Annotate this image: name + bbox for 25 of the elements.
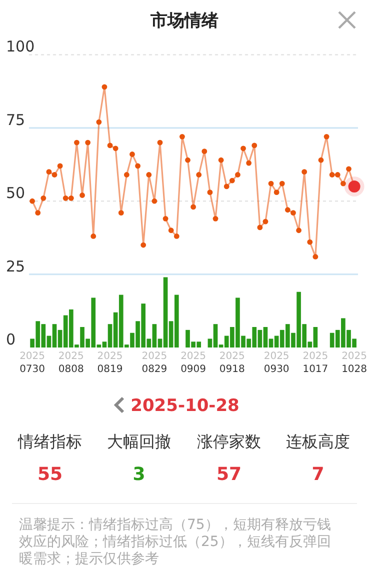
y-tick-label: 50 — [6, 184, 26, 202]
data-label: 55 — [36, 464, 64, 485]
data-label: 7 — [310, 464, 326, 485]
chart-title: 市场情绪 — [150, 11, 218, 31]
x-tick-label: 2025 0730 — [20, 351, 46, 375]
x-tick-label: 2025 0808 — [58, 351, 84, 375]
category-label: 涨停家数 — [196, 432, 262, 453]
y-tick-label: 75 — [6, 110, 26, 129]
x-tick-label: 2025 0930 — [264, 351, 290, 375]
text: 2025-10-28 — [130, 396, 240, 416]
y-tick-label: 100 — [6, 38, 35, 56]
y-tick-label: 0 — [6, 330, 16, 348]
y-tick-label: 25 — [6, 257, 26, 276]
x-tick-label: 2025 0829 — [142, 351, 168, 375]
text: 温馨提示：情绪指标过高（75），短期有释放亏钱效应的风险；情绪指标过低（25），短线有反弹回暖需求；提示仅供参考 — [19, 517, 332, 568]
category-label: 大幅回撤 — [106, 432, 172, 453]
data-label: 3 — [132, 464, 146, 485]
x-tick-label: 2025 0819 — [97, 351, 123, 375]
data-label: 57 — [215, 464, 243, 485]
x-tick-label: 2025 1017 — [302, 351, 328, 375]
x-tick-label: 2025 0909 — [180, 351, 206, 375]
x-tick-label: 2025 0918 — [219, 351, 245, 375]
x-tick-label: 2025 1028 — [342, 351, 368, 375]
category-label: 连板高度 — [285, 432, 351, 453]
category-label: 情绪指标 — [16, 432, 83, 453]
